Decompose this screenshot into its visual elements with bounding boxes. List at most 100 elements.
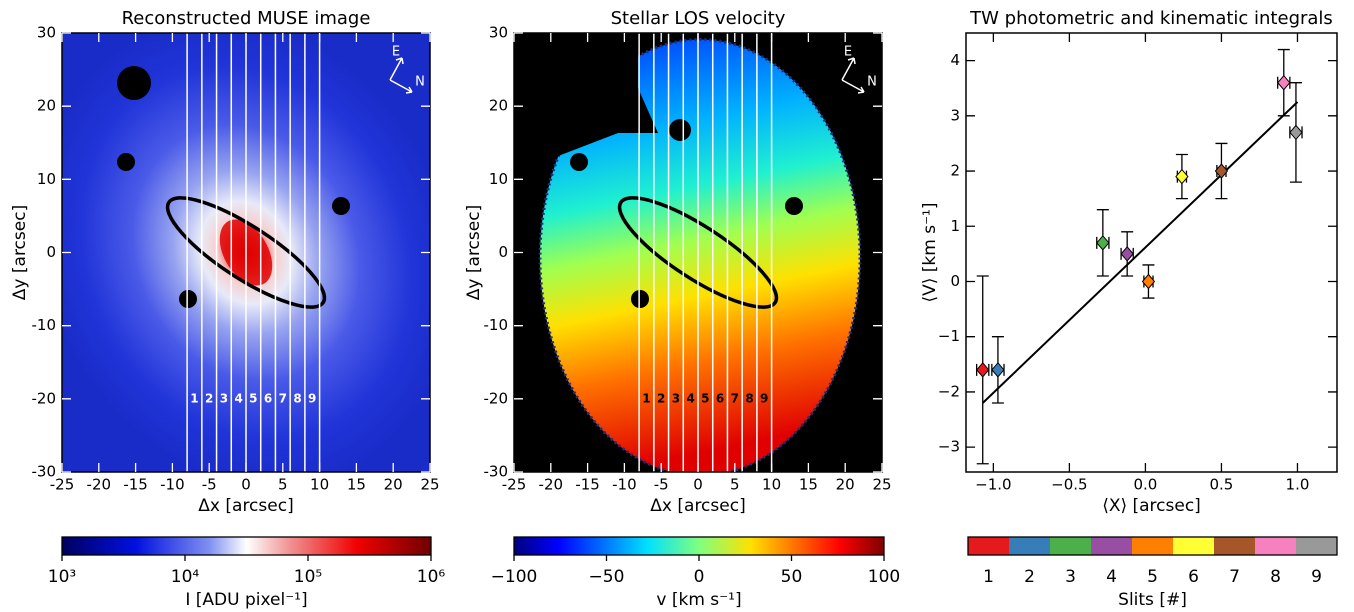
colorbar-swatch xyxy=(1091,537,1132,555)
plot-frame xyxy=(965,32,1338,473)
x-tick-label: −1.0 xyxy=(975,476,1011,494)
x-tick-label: 5 xyxy=(278,476,288,494)
colorbar-swatch xyxy=(1214,537,1255,555)
colorbar-tick-label: 10⁶ xyxy=(417,567,446,587)
colorbar-tick-label: 8 xyxy=(1270,567,1281,587)
colorbar-tick-label: 9 xyxy=(1311,567,1322,587)
y-tick-label: -20 xyxy=(32,389,57,407)
x-tick-label: -5 xyxy=(202,476,217,494)
y-tick-label: 4 xyxy=(950,51,960,69)
colorbar-tick-label: 6 xyxy=(1188,567,1199,587)
x-tick-label: 15 xyxy=(347,476,366,494)
x-tick-label: 15 xyxy=(799,476,818,494)
y-tick-label: 10 xyxy=(489,170,508,188)
slit-label: 4 xyxy=(234,391,242,405)
x-tick-label: 0 xyxy=(241,476,251,494)
point xyxy=(976,362,990,378)
compass-label: N xyxy=(867,75,877,90)
y-tick-label: 20 xyxy=(489,97,508,115)
slit-label: 3 xyxy=(220,391,228,405)
x-tick-label: 0.5 xyxy=(1210,476,1234,494)
y-tick-label: -30 xyxy=(484,463,509,481)
x-tick-label: 20 xyxy=(836,476,855,494)
x-tick-label: -5 xyxy=(654,476,669,494)
compass-label: E xyxy=(392,45,400,60)
image-area xyxy=(514,33,882,472)
colorbar-tick-label: 7 xyxy=(1229,567,1240,587)
colorbar-tick-label: 4 xyxy=(1106,567,1117,587)
x-tick-label: 5 xyxy=(730,476,740,494)
x-axis-label: ⟨X⟩ [arcsec] xyxy=(1102,496,1201,516)
colorbar-tick-label: 1 xyxy=(983,567,994,587)
colorbar-tick-label: 10⁴ xyxy=(171,567,200,587)
colorbar-tick-label: 10³ xyxy=(48,567,76,587)
x-tick-label: -25 xyxy=(502,476,527,494)
x-tick-label: 25 xyxy=(420,476,439,494)
masked-star xyxy=(570,153,588,171)
x-tick-label: -15 xyxy=(123,476,148,494)
velocity-field xyxy=(538,38,862,472)
point xyxy=(1120,246,1134,262)
colorbar xyxy=(514,537,884,555)
colorbar-swatch xyxy=(1009,537,1050,555)
masked-star xyxy=(117,66,151,100)
colorbar-tick-label: 10⁵ xyxy=(294,567,322,587)
compass-label: E xyxy=(844,45,852,60)
colorbar-tick-label: 3 xyxy=(1065,567,1076,587)
y-tick-label: 1 xyxy=(950,217,960,235)
slit-label: 6 xyxy=(716,391,724,405)
point xyxy=(1096,235,1110,251)
y-axis-label: Δy [arcsec] xyxy=(10,205,30,300)
y-tick-label: -30 xyxy=(32,463,57,481)
colorbar-swatch xyxy=(1173,537,1214,555)
slit-label: 7 xyxy=(731,391,739,405)
y-tick-label: −1 xyxy=(938,327,960,345)
slit-label: 3 xyxy=(672,391,680,405)
y-tick-label: −3 xyxy=(938,438,960,456)
fit-line xyxy=(982,101,1299,404)
colorbar-tick-label: 2 xyxy=(1024,567,1035,587)
x-tick-label: 1.0 xyxy=(1286,476,1310,494)
colorbar-tick-label: 5 xyxy=(1147,567,1158,587)
slit-label: 8 xyxy=(745,391,753,405)
x-tick-label: 10 xyxy=(310,476,329,494)
point xyxy=(1277,74,1291,91)
colorbar-tick-label: 100 xyxy=(868,567,900,587)
colorbar-label: I [ADU pixel⁻¹] xyxy=(185,590,307,610)
colorbar-label: v [km s⁻¹] xyxy=(656,590,741,610)
masked-star xyxy=(669,119,691,141)
y-tick-label: 30 xyxy=(489,24,508,42)
y-axis-label: ⟨V⟩ [km s⁻¹] xyxy=(920,202,940,302)
y-tick-label: 10 xyxy=(37,170,56,188)
slit-label: 1 xyxy=(642,391,650,405)
colorbar-frame xyxy=(61,536,432,556)
slit-label: 5 xyxy=(701,391,709,405)
colorbar-frame xyxy=(967,536,1338,556)
x-tick-label: -15 xyxy=(575,476,600,494)
compass-label: N xyxy=(415,75,425,90)
point xyxy=(1175,168,1189,185)
colorbar-swatch xyxy=(1050,537,1091,555)
compass-arrows xyxy=(389,57,413,94)
slit-label: 9 xyxy=(308,391,316,405)
y-axis-label: Δy [arcsec] xyxy=(464,205,484,300)
slit-label: 9 xyxy=(760,391,768,405)
slit-label: 8 xyxy=(293,391,301,405)
x-axis-label: Δx [arcsec] xyxy=(650,496,745,516)
colorbar-tick-label: 0 xyxy=(694,567,705,587)
y-tick-label: -10 xyxy=(32,316,57,334)
chart-title: TW photometric and kinematic integrals xyxy=(969,8,1333,29)
y-tick-label: 20 xyxy=(37,97,56,115)
colorbar-frame xyxy=(513,536,885,556)
x-tick-label: 25 xyxy=(872,476,891,494)
y-tick-label: 0 xyxy=(498,243,508,261)
masked-star xyxy=(117,153,135,171)
image-area xyxy=(62,33,430,472)
masked-star xyxy=(631,290,649,308)
x-tick-label: 0 xyxy=(693,476,703,494)
x-tick-label: 0.0 xyxy=(1133,476,1157,494)
x-tick-label: −0.5 xyxy=(1051,476,1087,494)
masked-star xyxy=(179,290,197,308)
colorbar-swatch xyxy=(1255,537,1296,555)
y-tick-label: 3 xyxy=(950,106,960,124)
